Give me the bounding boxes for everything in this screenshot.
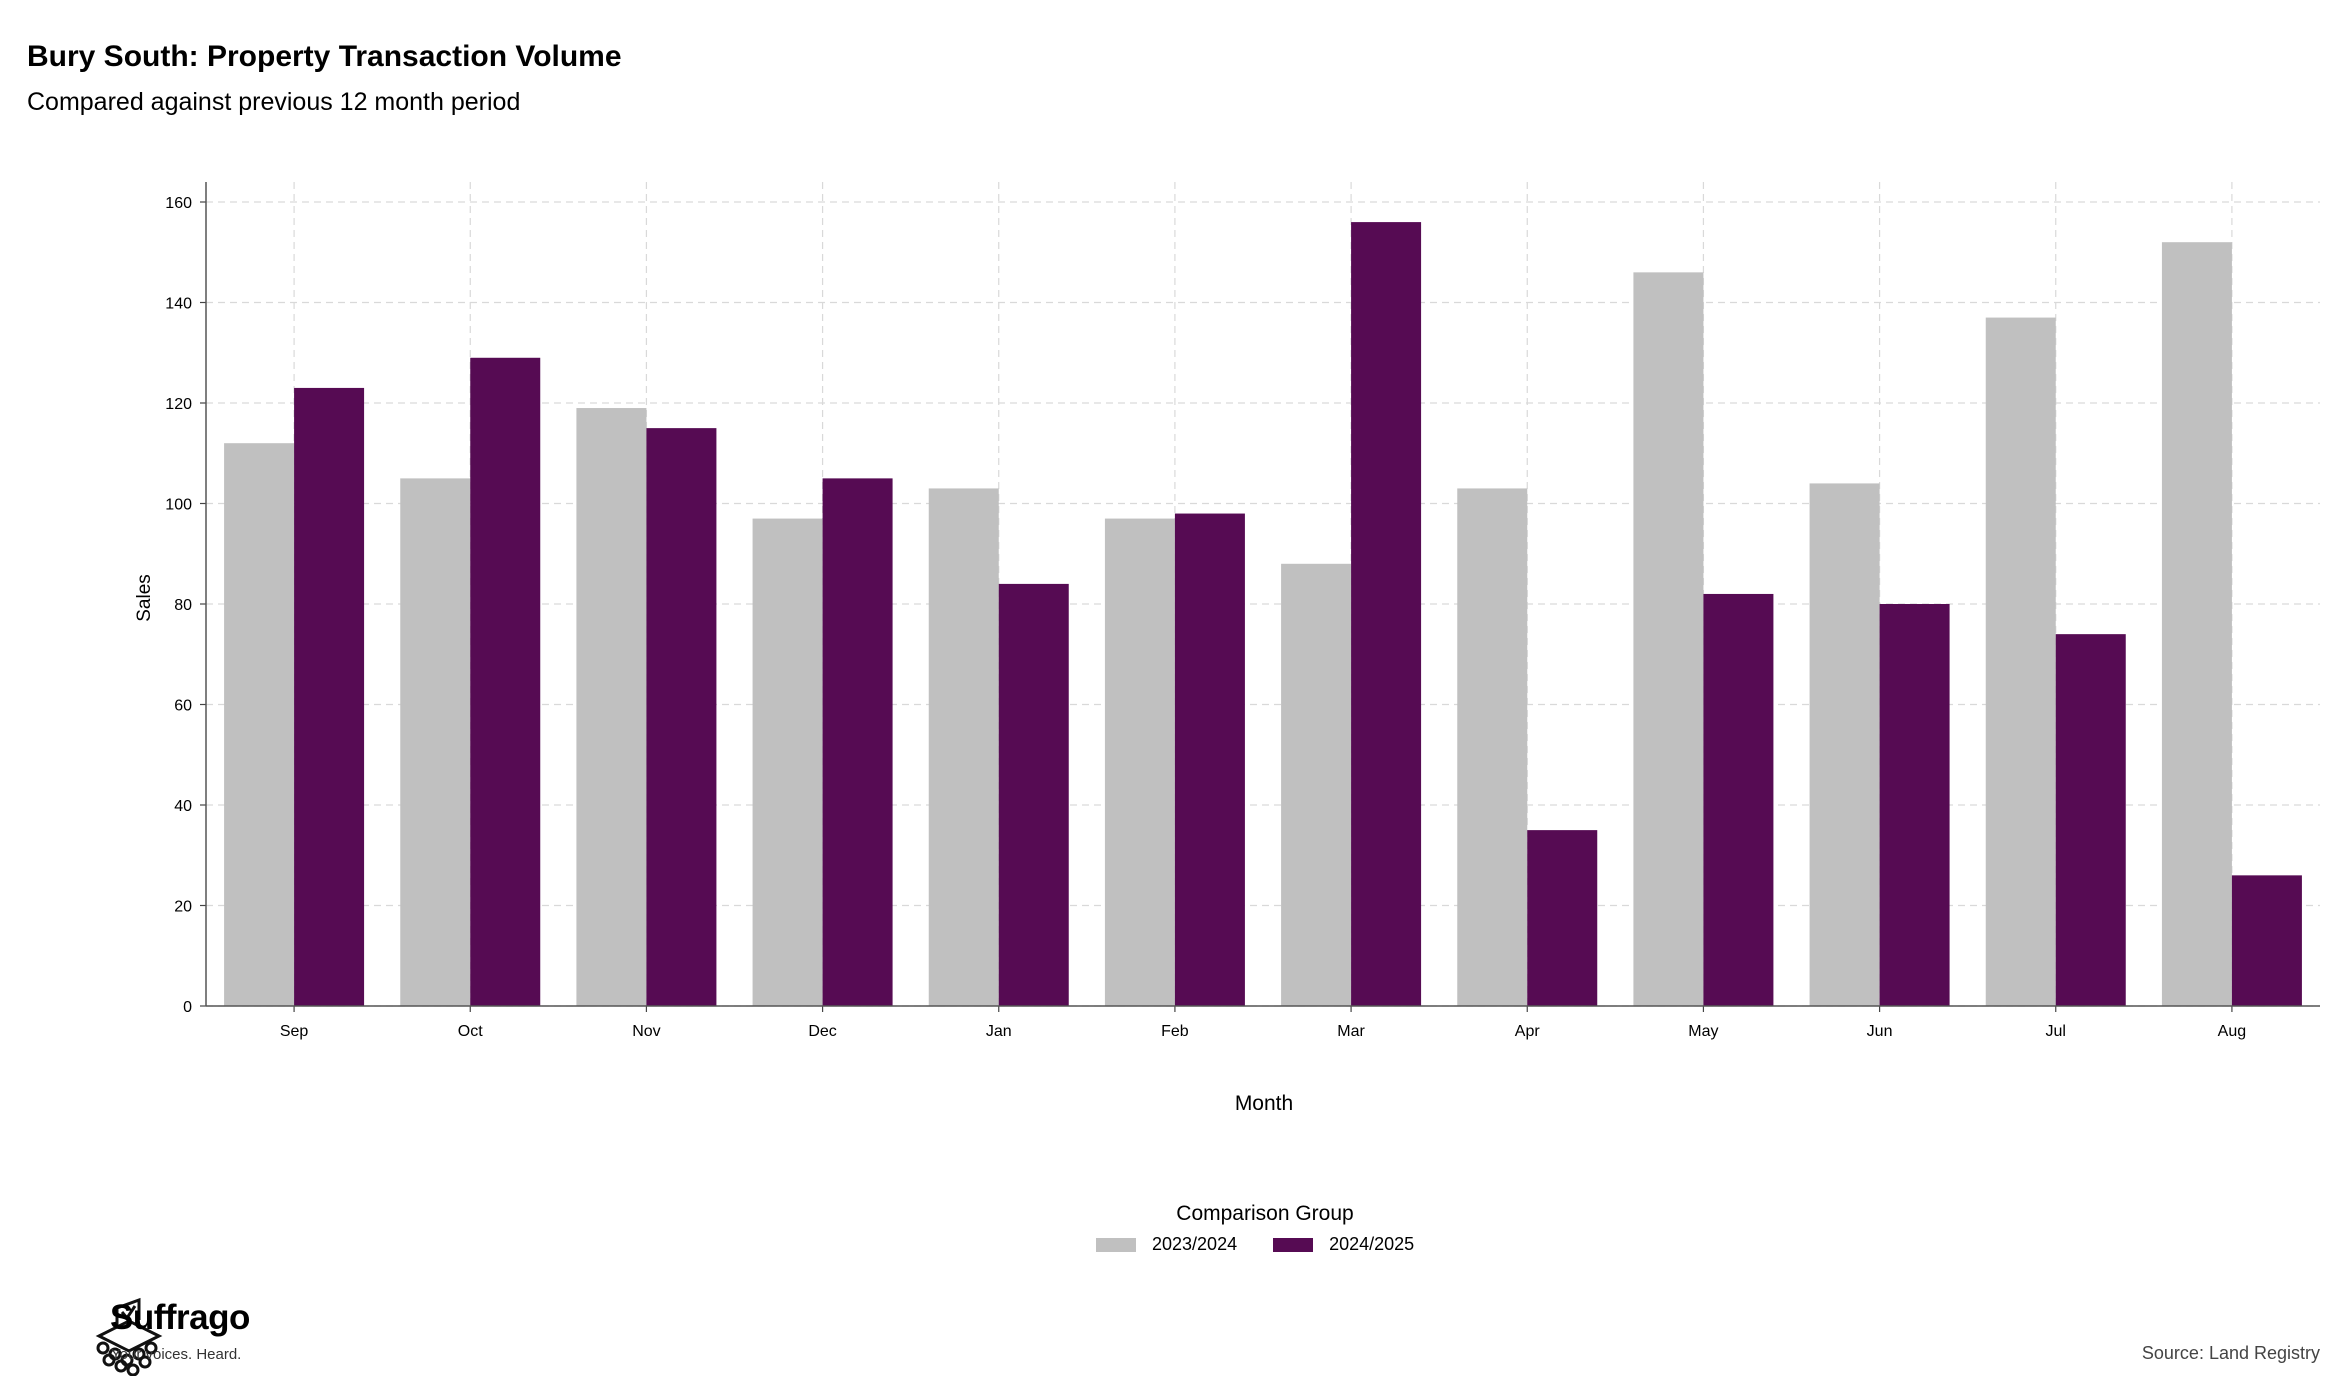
bar-2024-2025-jan [998, 583, 1069, 1006]
bar-2023-2024-jul [1985, 317, 2056, 1006]
x-tick-label: Oct [458, 1023, 483, 1040]
x-tick-label: Aug [2218, 1023, 2246, 1040]
x-tick-label: Jun [1867, 1023, 1893, 1040]
legend: 2023/2024 2024/2025 [1096, 1234, 1450, 1255]
chart-title: Bury South: Property Transaction Volume [27, 40, 622, 73]
bar-2023-2024-apr [1457, 488, 1528, 1006]
bar-2023-2024-jun [1809, 483, 1880, 1006]
legend-label-2024-2025: 2024/2025 [1329, 1234, 1415, 1254]
chart-subtitle: Compared against previous 12 month perio… [27, 88, 521, 116]
y-tick-label: 0 [183, 999, 192, 1016]
y-tick-label: 100 [165, 497, 192, 514]
legend-item-2023-2024: 2023/2024 [1096, 1234, 1237, 1255]
axes: 0 20 40 60 80 100 120 140 160 Sep Oct Nov Dec Jan Feb M… [165, 182, 2320, 1040]
source-note: Source: Land Registry [2141, 1343, 2320, 1363]
y-axis-label: Sales [134, 574, 155, 622]
y-tick-label: 120 [165, 396, 192, 413]
bar-2024-2025-aug [2231, 875, 2302, 1006]
bar-2024-2025-apr [1527, 830, 1598, 1006]
legend-swatch-2023-2024 [1096, 1237, 1136, 1252]
y-tick-label: 80 [174, 597, 192, 614]
bar-2024-2025-mar [1351, 222, 1422, 1007]
y-tick-label: 40 [174, 798, 192, 815]
bar-2024-2025-oct [470, 357, 541, 1006]
bar-2023-2024-feb [1104, 518, 1175, 1006]
bar-2023-2024-nov [576, 408, 647, 1006]
bar-2023-2024-dec [752, 518, 823, 1006]
y-tick-label: 60 [174, 698, 192, 715]
x-axis-label: Month [1235, 1092, 1293, 1115]
x-tick-label: May [1688, 1023, 1718, 1040]
x-tick-label: Jan [986, 1023, 1012, 1040]
brand-tagline: Your voices. Heard. [111, 1346, 242, 1363]
bar-2023-2024-sep [224, 443, 295, 1006]
legend-title: Comparison Group [1176, 1202, 1354, 1225]
bar-2024-2025-may [1703, 593, 1774, 1006]
bars [224, 222, 2302, 1007]
bar-2024-2025-nov [646, 428, 717, 1006]
ballot-box-icon [95, 1297, 163, 1376]
brand-name: Suffrago [110, 1298, 250, 1337]
bar-2023-2024-oct [400, 478, 471, 1006]
bar-2023-2024-aug [2161, 242, 2232, 1006]
legend-swatch-2024-2025 [1273, 1237, 1314, 1252]
x-tick-label: Nov [632, 1023, 660, 1040]
x-tick-label: Dec [808, 1023, 836, 1040]
x-tick-label: Apr [1515, 1023, 1541, 1040]
bar-2023-2024-mar [1281, 563, 1352, 1006]
y-tick-label: 140 [165, 296, 192, 313]
legend-item-2024-2025: 2024/2025 [1273, 1234, 1414, 1255]
x-tick-label: Jul [2046, 1023, 2066, 1040]
x-tick-label: Sep [280, 1023, 309, 1040]
bar-chart: 0 20 40 60 80 100 120 140 160 Sep Oct Nov Dec Jan Feb M… [134, 182, 2320, 1115]
bar-2023-2024-jan [928, 488, 999, 1006]
y-tick-label: 160 [165, 195, 192, 212]
bar-2024-2025-jun [1879, 604, 1950, 1006]
bar-2024-2025-dec [822, 478, 893, 1006]
legend-label-2023-2024: 2023/2024 [1152, 1234, 1238, 1254]
x-tick-label: Mar [1337, 1023, 1365, 1040]
bar-2024-2025-feb [1174, 513, 1245, 1006]
bar-2023-2024-may [1633, 272, 1704, 1007]
y-tick-label: 20 [174, 899, 192, 916]
bar-2024-2025-sep [294, 387, 365, 1006]
x-tick-label: Feb [1161, 1023, 1189, 1040]
bar-2024-2025-jul [2055, 634, 2126, 1006]
